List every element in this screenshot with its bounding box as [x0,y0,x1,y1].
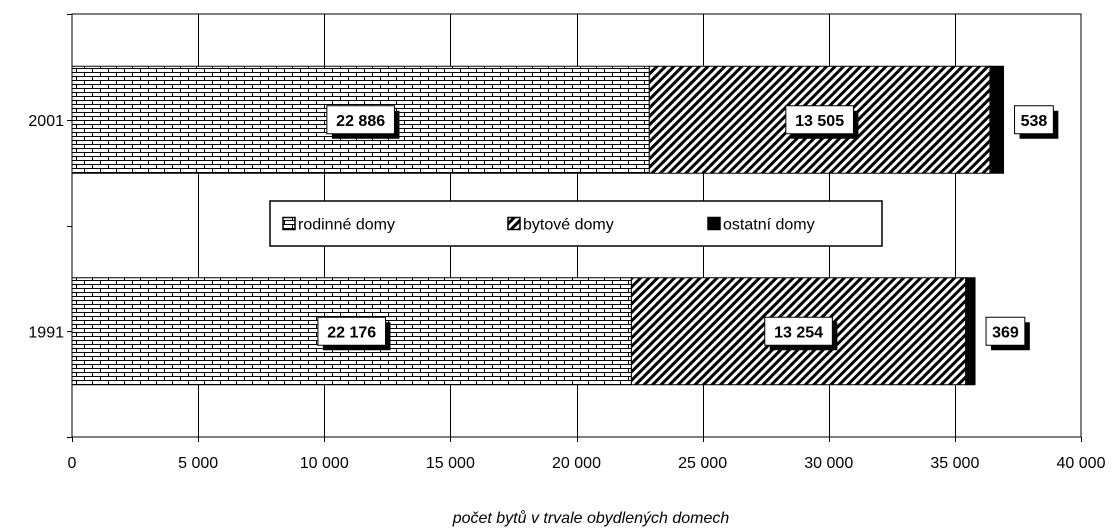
data-label-box [764,316,833,346]
legend-swatch [507,216,521,231]
legend-label: rodinné domy [298,217,395,234]
bar-segment [989,65,1005,174]
data-label: 369 [992,324,1019,341]
x-tick-label: 35 000 [930,455,979,472]
data-label: 13 254 [774,324,823,341]
data-label-box [1014,105,1054,135]
data-label: 22 886 [336,113,385,130]
data-label-box [985,316,1026,346]
x-tick-label: 5 000 [178,455,218,472]
x-axis-title: počet bytů v trvale obydlených domech [452,509,730,527]
legend-swatch [707,216,721,231]
data-label: 22 176 [327,324,376,341]
data-labels: 22 886 13 505 538 22 176 13 254 369 [317,105,1059,351]
legend-label: bytové domy [523,217,614,234]
legend-label: ostatní domy [723,217,815,234]
x-tick-label: 0 [68,455,77,472]
data-label-box [326,105,395,135]
data-label-box [785,105,854,135]
legend-swatch [282,216,296,231]
x-tick-label: 15 000 [426,455,475,472]
axes: 0 5 000 10 000 15 000 20 000 25 000 30 000 35 0… [28,13,1106,472]
x-tick-label: 10 000 [300,455,349,472]
y-tick-label: 2001 [28,113,64,130]
x-tick-label: 20 000 [552,455,601,472]
bar-segment [965,277,976,386]
data-label: 13 505 [795,113,844,130]
data-label-box [317,316,386,346]
plot-frame [71,13,1082,438]
legend: rodinné domy bytové domy ostatní domy [269,200,883,247]
legend-box [269,200,883,247]
x-tick-label: 30 000 [804,455,853,472]
y-tick-label: 1991 [28,324,64,341]
x-tick-label: 25 000 [678,455,727,472]
data-label: 538 [1021,113,1048,130]
x-tick-label: 40 000 [1057,455,1106,472]
